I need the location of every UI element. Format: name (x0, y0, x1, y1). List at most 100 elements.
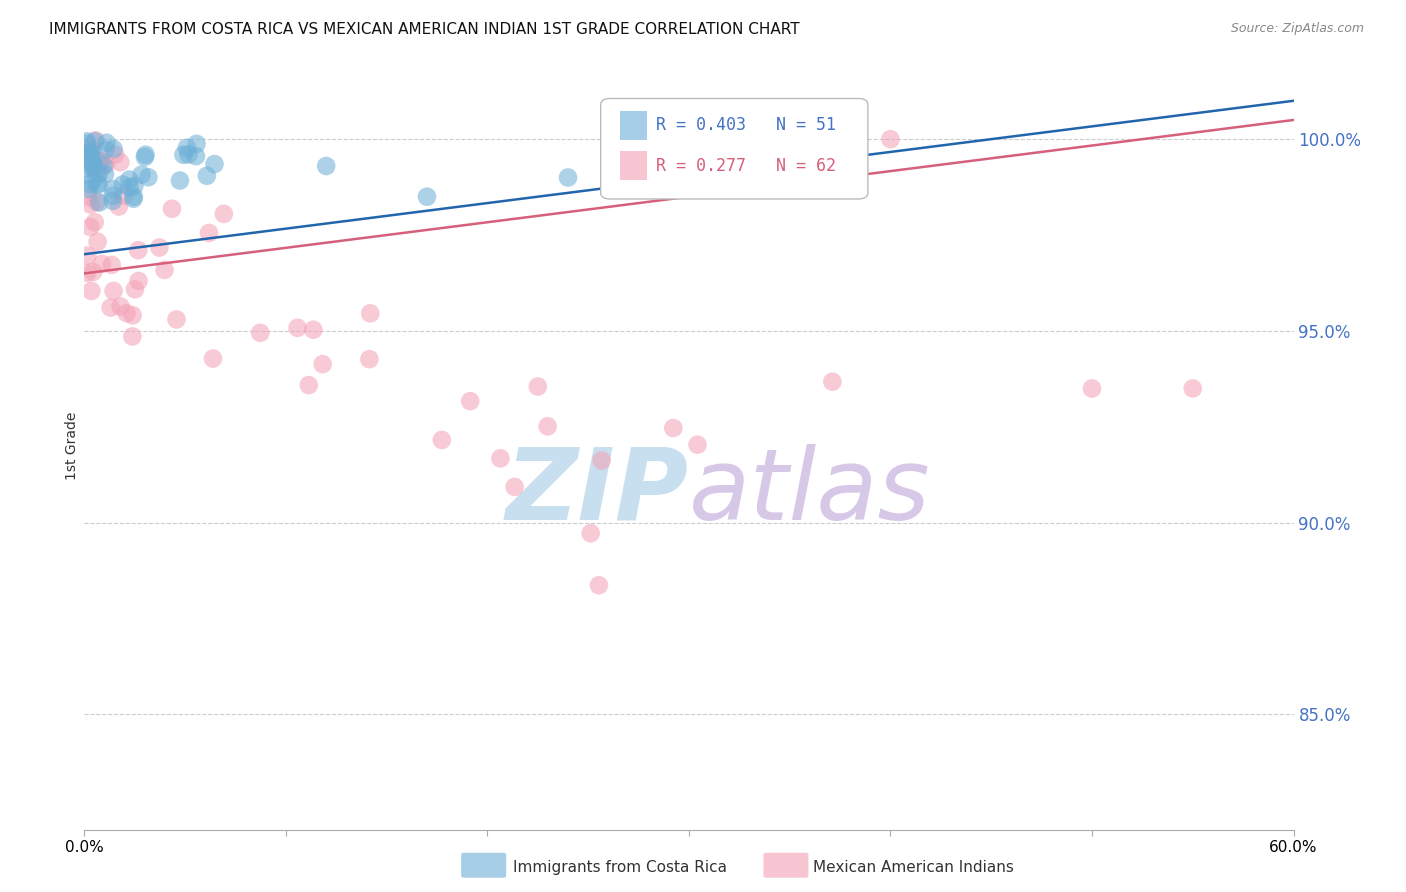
Point (79, 147, 101, 161)
Point (298, 378, 321, 392)
Point (83, 161, 105, 175)
Y-axis label: 1st Grade: 1st Grade (65, 412, 79, 480)
Text: Source: ZipAtlas.com: Source: ZipAtlas.com (1230, 22, 1364, 36)
Point (82, 156, 104, 170)
Point (112, 188, 135, 202)
Point (100, 301, 122, 315)
Point (76, 266, 98, 280)
Point (128, 274, 150, 288)
Point (104, 147, 127, 161)
Point (103, 284, 125, 298)
Point (212, 207, 235, 221)
Point (686, 438, 709, 452)
Point (176, 141, 198, 155)
Point (84, 135, 107, 149)
Point (103, 182, 125, 196)
Point (249, 326, 271, 340)
Point (591, 453, 613, 467)
Point (184, 149, 207, 163)
Text: atlas: atlas (689, 443, 931, 541)
Point (89, 195, 111, 210)
Point (489, 451, 512, 466)
Point (79, 178, 101, 192)
Point (76, 136, 98, 151)
Point (82, 265, 104, 279)
Text: R = 0.277   N = 62: R = 0.277 N = 62 (657, 156, 837, 175)
Point (821, 375, 844, 389)
Point (108, 200, 131, 214)
Point (110, 300, 132, 314)
Point (82, 161, 104, 175)
Point (82, 144, 104, 158)
Point (359, 352, 381, 367)
Point (103, 142, 125, 156)
Point (118, 172, 141, 186)
Point (96, 136, 118, 150)
Point (287, 321, 309, 335)
Point (879, 132, 901, 146)
Point (557, 170, 579, 185)
Point (110, 155, 132, 169)
Point (153, 263, 176, 277)
Point (138, 170, 160, 185)
Point (458, 394, 481, 409)
Point (76, 134, 98, 148)
Point (503, 480, 526, 494)
Point (588, 578, 610, 592)
Point (76, 161, 98, 176)
Point (315, 159, 337, 173)
Point (87, 178, 110, 192)
FancyBboxPatch shape (600, 98, 868, 199)
Point (198, 226, 221, 240)
Point (80, 150, 103, 164)
Point (90, 154, 112, 169)
Point (121, 329, 143, 343)
Point (101, 189, 124, 203)
Point (76, 248, 98, 262)
Point (79, 145, 101, 159)
Point (79, 220, 101, 235)
Point (662, 421, 685, 435)
Point (779, 170, 801, 185)
Point (90, 257, 112, 271)
Point (80, 146, 103, 161)
Bar (620, 151, 647, 180)
Point (177, 147, 200, 161)
Point (122, 192, 145, 206)
Point (101, 194, 124, 208)
Point (148, 240, 170, 254)
Text: Mexican American Indians: Mexican American Indians (813, 860, 1014, 874)
Point (172, 148, 194, 162)
Point (93, 159, 115, 173)
Point (86, 167, 108, 181)
Point (201, 351, 224, 366)
Point (111, 178, 134, 192)
Point (195, 169, 218, 183)
Point (77, 141, 100, 155)
Point (416, 189, 439, 203)
Point (134, 150, 156, 164)
Text: Immigrants from Costa Rica: Immigrants from Costa Rica (513, 860, 727, 874)
Point (82, 173, 104, 187)
Point (90, 154, 112, 169)
Point (135, 147, 157, 161)
Point (79, 156, 101, 170)
Point (312, 357, 335, 371)
Point (359, 306, 381, 320)
Point (118, 180, 141, 194)
Point (430, 433, 453, 447)
Point (186, 136, 208, 151)
Text: R = 0.403   N = 51: R = 0.403 N = 51 (657, 116, 837, 135)
Point (100, 258, 122, 272)
Point (124, 282, 146, 296)
Point (83, 215, 105, 229)
Point (94, 143, 117, 157)
Text: IMMIGRANTS FROM COSTA RICA VS MEXICAN AMERICAN INDIAN 1ST GRADE CORRELATION CHAR: IMMIGRANTS FROM COSTA RICA VS MEXICAN AM… (49, 22, 800, 37)
Point (77, 190, 100, 204)
Bar (620, 111, 647, 140)
Point (169, 173, 191, 187)
Point (302, 323, 325, 337)
Point (77, 148, 100, 162)
Point (87, 158, 110, 172)
Point (86, 194, 108, 209)
